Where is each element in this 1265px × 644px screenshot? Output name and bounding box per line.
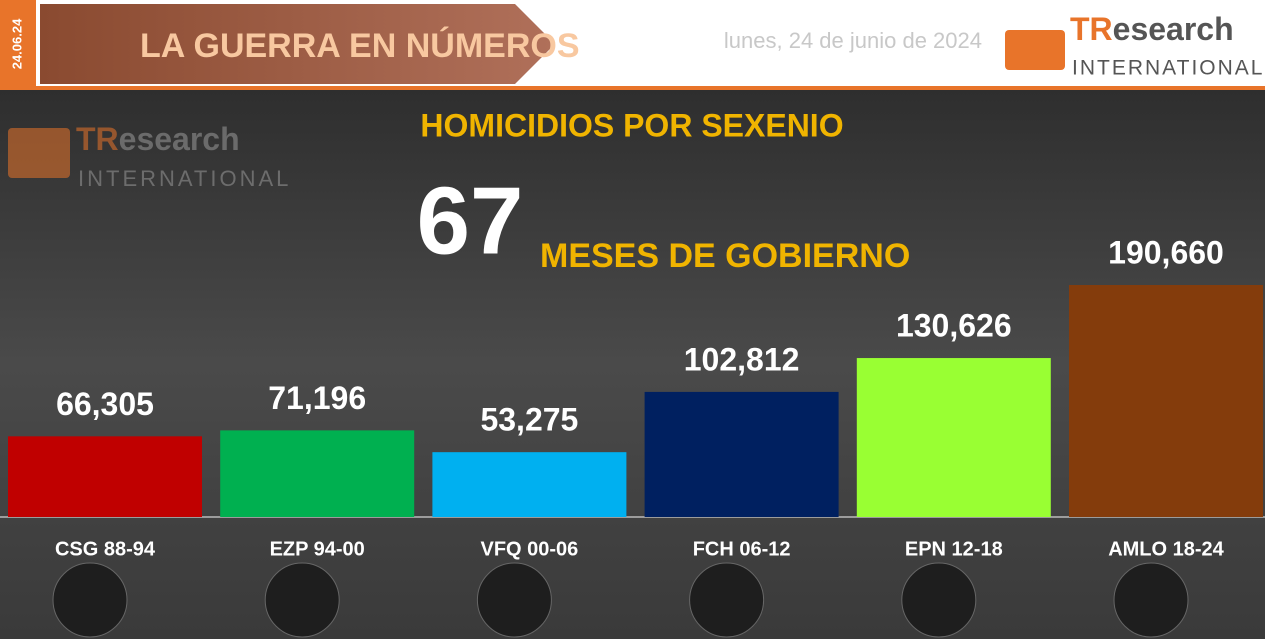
x-tick-label: VFQ 00-06 (480, 538, 578, 560)
x-tick-label: CSG 88-94 (55, 538, 156, 560)
bar (1069, 285, 1263, 517)
portrait (1113, 562, 1189, 638)
months: 67 (417, 167, 524, 274)
watermark-sub: INTERNATIONAL (78, 166, 291, 191)
bar (8, 436, 202, 517)
watermark-text: TResearch (76, 121, 240, 157)
logo-text: TResearch (1070, 11, 1234, 47)
portrait (476, 562, 552, 638)
value-label: 102,812 (684, 341, 800, 377)
portrait (689, 562, 765, 638)
x-tick-label: EZP 94-00 (270, 538, 365, 560)
logo-sub: INTERNATIONAL (1072, 57, 1264, 80)
value-label: 66,305 (56, 386, 154, 422)
date: lunes, 24 de junio de 2024 (724, 28, 982, 53)
banner-title: LA GUERRA EN NÚMEROS (140, 27, 580, 65)
watermark-rest: esearch (119, 121, 240, 157)
value-label: 71,196 (268, 380, 366, 416)
x-tick-label: EPN 12-18 (905, 538, 1003, 560)
date-tag: 24.06.24 (9, 18, 24, 69)
portrait (901, 562, 977, 638)
value-label: 53,275 (480, 402, 578, 438)
logo-icon (1005, 30, 1065, 70)
bar (432, 452, 627, 517)
value-label: 190,660 (1108, 234, 1224, 270)
x-tick-label: AMLO 18-24 (1108, 538, 1224, 560)
logo: TResearch INTERNATIONAL (1005, 11, 1264, 80)
logo-tr: TR (1070, 11, 1113, 47)
bar (644, 391, 839, 517)
header-rule (0, 86, 1265, 90)
body-bg (0, 88, 1265, 639)
date-strip (0, 0, 36, 88)
x-tick-label: FCH 06-12 (693, 538, 791, 560)
watermark: TResearch INTERNATIONAL (8, 121, 291, 191)
chart-title: HOMICIDIOS POR SEXENIO (420, 107, 843, 143)
watermark-icon (8, 128, 70, 178)
watermark-tr: TR (76, 121, 119, 157)
value-label: 130,626 (896, 308, 1012, 344)
bar (856, 358, 1051, 517)
logo-rest: esearch (1113, 11, 1234, 47)
portrait (264, 562, 340, 638)
portrait (52, 562, 128, 638)
banner (40, 4, 555, 84)
bar (220, 430, 415, 517)
subtitle: MESES DE GOBIERNO (540, 237, 910, 275)
